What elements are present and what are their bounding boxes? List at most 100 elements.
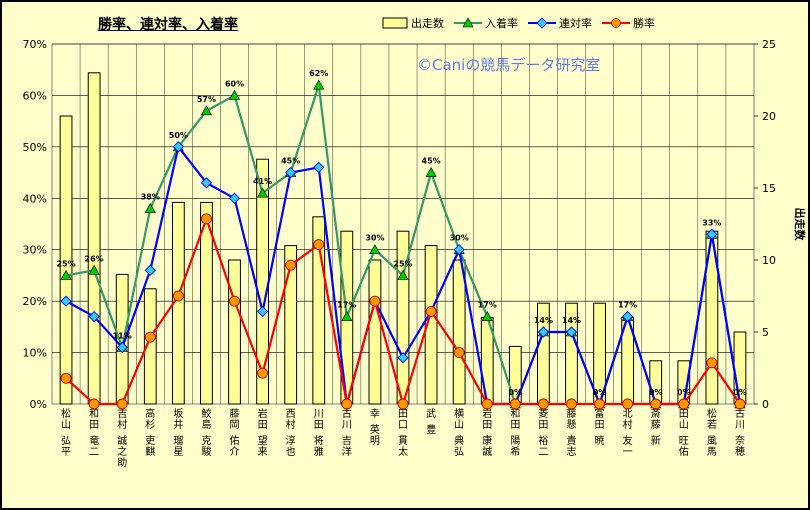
point-top2-rate [397,352,409,364]
x-tick-label: 松山 弘平 [61,407,71,458]
data-label: 17% [337,301,356,310]
point-place-rate [257,187,269,198]
x-tick-label: 北村 友一 [623,408,633,458]
point-place-rate [60,269,72,280]
x-tick-label: 横山 典弘 [454,407,464,458]
x-tick-label: 岩田 望来 [258,407,268,458]
point-top2-rate [285,166,297,179]
x-tick-label: 和田 陽希 [510,408,520,458]
bar-starts [143,288,157,405]
point-top2-rate [144,264,156,276]
legend-label: 入着率 [485,17,518,30]
x-tick-label: 藤懸 貴志 [566,408,576,458]
bar-starts [452,259,466,405]
point-win-rate [397,398,409,410]
data-label: 17% [618,301,637,310]
data-label: 25% [56,259,75,268]
data-label: 30% [365,234,384,243]
y-right-tick-label: 20 [762,110,776,123]
point-win-rate [60,372,72,384]
data-label: 38% [141,193,160,202]
data-label: 0% [677,388,691,397]
y-left-tick-label: 40% [23,192,47,205]
data-label: 17% [478,301,497,310]
data-label: 0% [733,388,747,397]
point-place-rate [341,310,353,321]
chart-title: 勝率、連対率、入着率 [98,17,238,33]
data-label: 0% [593,388,607,397]
data-label: 25% [393,259,412,268]
bar-starts [200,201,213,405]
point-win-rate [341,398,353,410]
legend: 出走数 入着率 連対率 勝率 [382,14,665,32]
point-win-rate [116,398,128,410]
data-label: 33% [702,218,721,227]
x-tick-label: 武 豊 [426,407,436,436]
point-top2-rate [60,295,72,307]
data-label: 26% [85,254,104,263]
x-tick-label: 田口 貫太 [398,409,408,458]
point-win-rate [481,398,493,410]
y-right-tick-label: 10 [762,254,776,267]
point-top2-rate [228,192,241,204]
x-tick-label: 吉村 誠之助 [117,408,127,469]
point-win-rate [369,295,381,307]
data-label: 14% [534,316,553,325]
x-tick-label: 西村 淳也 [286,409,296,458]
point-win-rate [453,347,465,359]
bar-starts [87,72,101,405]
data-label: 62% [309,69,328,78]
legend-item-win-rate: 勝率 [602,15,655,31]
x-tick-label: 坂井 瑠星 [173,408,183,458]
bar-starts [649,360,663,405]
data-label: 57% [197,95,216,104]
x-tick-label: 川田 将雅 [314,409,324,458]
point-win-rate [229,295,240,307]
x-tick-label: 富田 暁 [595,407,605,447]
legend-item-top2-rate: 連対率 [528,15,592,31]
point-top2-rate [313,161,325,174]
point-place-rate [481,310,493,321]
data-label: 45% [422,157,441,166]
y-left-tick-label: 10% [23,347,47,360]
point-win-rate [200,213,212,225]
bar-starts [312,216,326,405]
y-left-tick-label: 0% [30,398,47,411]
bar-starts [228,259,241,405]
data-label: 0% [649,388,663,397]
point-top2-rate [537,326,550,338]
point-win-rate [566,398,577,410]
y-right-tick-label: 5 [762,326,769,339]
bar-starts [59,115,73,405]
legend-bar-swatch [382,17,408,29]
legend-item-place-rate: 入着率 [454,15,518,31]
point-place-rate [229,89,241,100]
data-label: 0% [509,388,523,397]
data-label: 45% [281,157,300,166]
x-tick-label: 古川 吉洋 [342,407,352,458]
point-place-rate [397,269,409,280]
point-place-rate [88,264,100,275]
point-top2-rate [256,305,269,318]
y-left-tick-label: 50% [23,141,47,154]
point-win-rate [678,398,690,410]
x-tick-label: 田山 旺佑 [679,409,689,458]
point-top2-rate [453,244,465,256]
point-win-rate [650,398,662,410]
point-win-rate [706,357,718,369]
x-tick-label: 藤岡 佑介 [230,408,240,458]
x-tick-label: 和田 竜二 [89,408,99,458]
point-top2-rate [706,228,718,240]
point-top2-rate [116,341,128,354]
legend-label: 出走数 [411,17,444,30]
x-tick-label: 岩田 康誠 [482,407,492,458]
y-right-tick-label: 25 [762,38,776,51]
x-tick-label: 斎藤 新 [651,407,661,447]
x-tick-label: 松若 風馬 [707,407,717,458]
point-win-rate [425,305,437,317]
point-top2-rate [622,310,634,323]
bar-starts [284,245,298,405]
y-left-tick-label: 20% [23,295,47,308]
x-tick-label: 菱田 裕二 [538,408,548,458]
